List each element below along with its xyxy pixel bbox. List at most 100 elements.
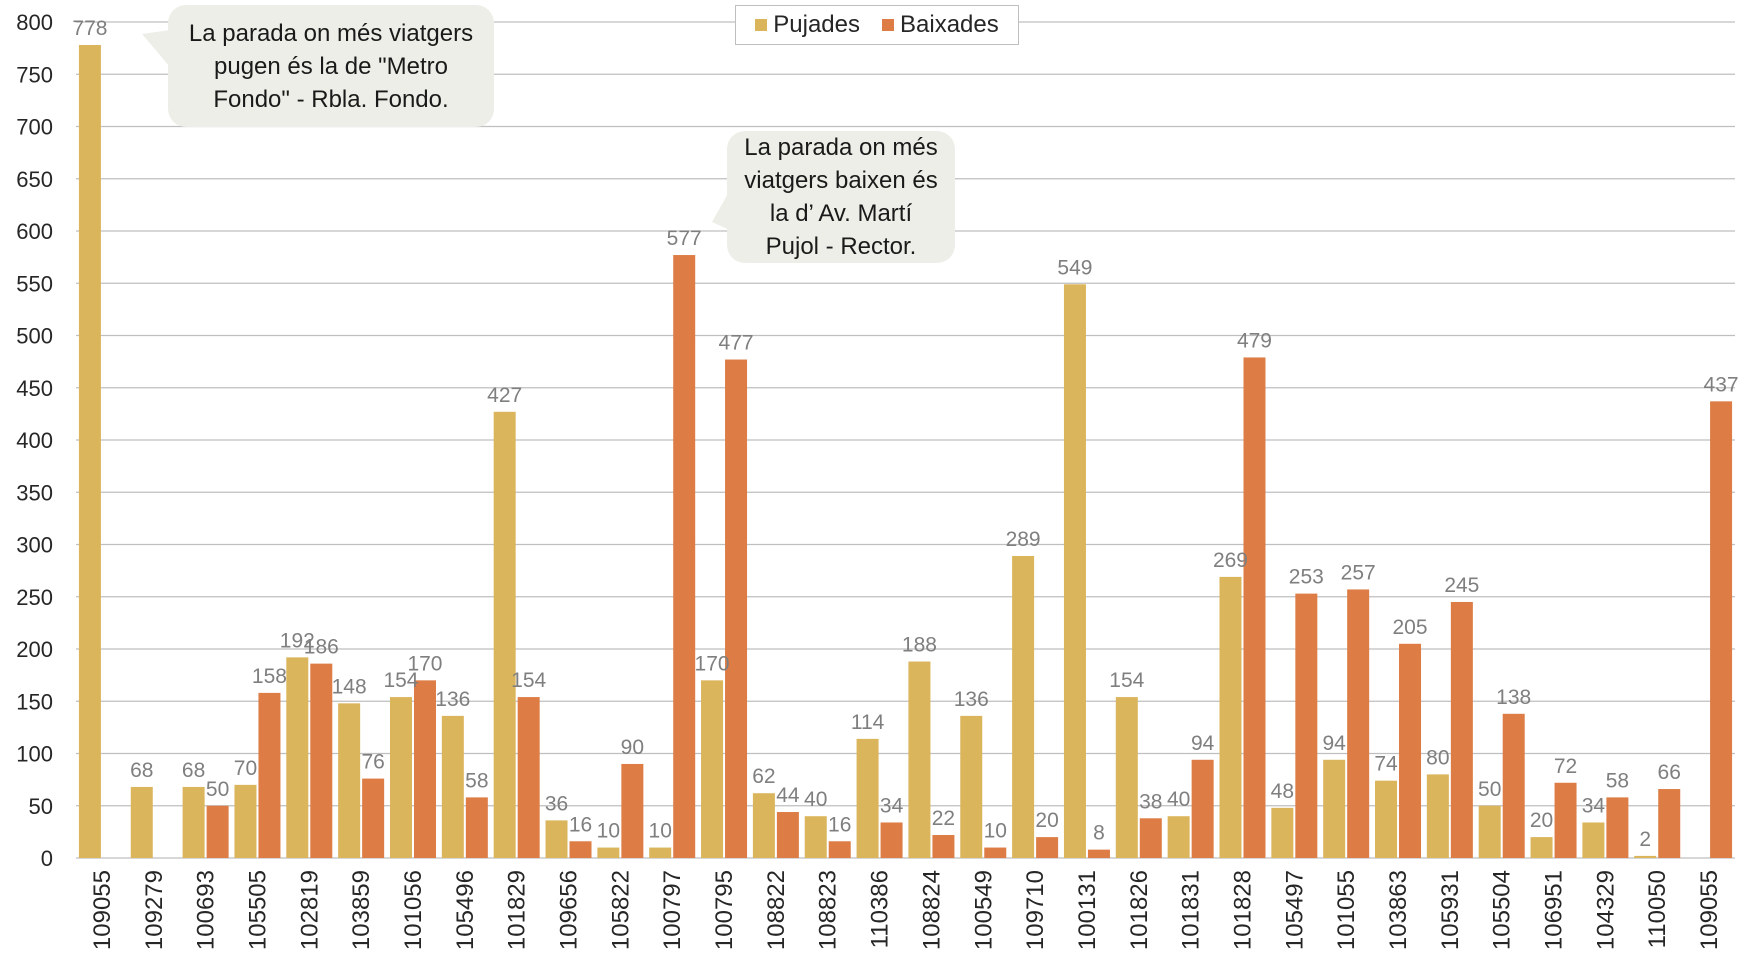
- x-tick-label: 105497: [1281, 870, 1308, 950]
- x-tick-label: 105504: [1489, 870, 1516, 950]
- value-label: 269: [1213, 549, 1248, 572]
- value-label: 66: [1658, 761, 1681, 784]
- x-tick-label: 105822: [607, 870, 634, 950]
- x-tick-label: 101828: [1229, 870, 1256, 950]
- bar-pujades: [1530, 837, 1553, 858]
- bar-baixades: [413, 680, 436, 858]
- x-tick-label: 101055: [1333, 870, 1360, 950]
- x-tick-label: 105505: [244, 870, 271, 950]
- bar-baixades: [1710, 401, 1733, 858]
- value-label: 16: [828, 813, 851, 836]
- value-label: 148: [332, 675, 367, 698]
- value-label: 40: [804, 788, 827, 811]
- legend-swatch-baixades: [882, 19, 894, 31]
- bar-pujades: [389, 697, 412, 858]
- bar-baixades: [1191, 759, 1214, 858]
- x-axis-ticks: 109055 109279 100693 105505 102819 103859 1010…: [89, 870, 1723, 950]
- bar-baixades: [465, 797, 488, 858]
- bar-pujades: [1426, 774, 1449, 858]
- value-label: 16: [569, 813, 592, 836]
- bar-pujades: [1582, 822, 1605, 858]
- bar-pujades: [1012, 555, 1035, 858]
- x-tick-label: 100795: [711, 870, 738, 950]
- value-label: 170: [695, 652, 730, 675]
- bar-baixades: [776, 812, 799, 858]
- x-tick-label: 109055: [1696, 870, 1723, 950]
- value-label: 257: [1341, 561, 1376, 584]
- bar-pujades: [856, 738, 879, 858]
- bar-pujades: [1271, 807, 1294, 858]
- x-tick-label: 109656: [556, 870, 583, 950]
- value-label: 50: [1478, 778, 1501, 801]
- bar-pujades: [1478, 805, 1501, 858]
- legend-swatch-pujades: [755, 19, 768, 31]
- value-label: 477: [719, 332, 754, 355]
- bar-baixades: [1347, 589, 1370, 858]
- value-label: 2: [1639, 828, 1651, 851]
- x-tick-label: 105931: [1437, 870, 1464, 950]
- x-tick-label: 100693: [193, 870, 220, 950]
- bar-pujades: [649, 847, 672, 858]
- bar-pujades: [960, 715, 983, 858]
- y-tick-label: 200: [16, 637, 53, 662]
- bar-pujades: [908, 661, 931, 858]
- value-label: 205: [1392, 616, 1427, 639]
- bar-baixades: [1243, 357, 1266, 858]
- value-label: 76: [361, 751, 384, 774]
- x-tick-label: 102819: [296, 870, 323, 950]
- value-label: 136: [954, 688, 989, 711]
- bar-pujades: [493, 411, 516, 858]
- legend-label-pujades: Pujades: [773, 11, 860, 38]
- y-tick-label: 300: [16, 533, 53, 558]
- bar-baixades: [932, 835, 955, 858]
- value-label: 38: [1139, 790, 1162, 813]
- value-label: 10: [597, 820, 620, 843]
- bar-pujades: [1375, 780, 1398, 858]
- x-tick-label: 110050: [1644, 870, 1671, 948]
- value-label: 114: [851, 711, 885, 734]
- value-label: 90: [621, 736, 644, 759]
- bar-pujades: [1115, 697, 1138, 858]
- x-tick-label: 109279: [141, 870, 168, 950]
- bar-pujades: [130, 786, 153, 858]
- x-tick-label: 108822: [763, 870, 790, 950]
- bar-pujades: [338, 703, 361, 858]
- legend: Pujades Baixades: [735, 5, 1019, 45]
- bars: [78, 44, 1733, 859]
- bar-baixades: [1450, 601, 1473, 858]
- value-label: 192: [280, 629, 315, 652]
- x-tick-label: 108824: [918, 870, 945, 950]
- legend-label-baixades: Baixades: [900, 11, 999, 38]
- bar-pujades: [1219, 576, 1242, 858]
- bar-pujades: [1063, 284, 1086, 858]
- value-label: 154: [383, 669, 418, 692]
- value-label: 44: [776, 784, 800, 807]
- x-tick-label: 101056: [400, 870, 427, 950]
- callout-pointer: [142, 30, 176, 74]
- value-label: 94: [1191, 732, 1215, 755]
- x-tick-label: 103859: [348, 870, 375, 950]
- value-label: 36: [545, 792, 568, 815]
- value-label: 72: [1554, 755, 1577, 778]
- value-label: 74: [1374, 753, 1398, 776]
- bar-pujades: [752, 793, 775, 858]
- callout-most-boardings: La parada on més viatgers pugen és la de…: [168, 5, 494, 127]
- bar-baixades: [1295, 593, 1318, 858]
- bar-baixades: [828, 841, 851, 858]
- value-label: 188: [902, 634, 937, 657]
- bar-baixades: [1658, 789, 1681, 858]
- callout-most-alightings: La parada on més viatgers baixen és la d…: [727, 131, 955, 263]
- bar-pujades: [182, 786, 205, 858]
- value-label: 58: [465, 769, 488, 792]
- bar-pujades: [1634, 855, 1657, 858]
- bar-baixades: [1139, 818, 1162, 858]
- value-label: 136: [435, 688, 470, 711]
- x-tick-label: 103863: [1385, 870, 1412, 950]
- bar-pujades: [1323, 759, 1346, 858]
- y-tick-label: 400: [16, 428, 53, 453]
- x-tick-label: 100131: [1074, 870, 1101, 950]
- y-tick-label: 350: [16, 480, 53, 505]
- value-label: 80: [1426, 746, 1449, 769]
- bar-pujades: [804, 816, 827, 858]
- bar-baixades: [1036, 837, 1059, 858]
